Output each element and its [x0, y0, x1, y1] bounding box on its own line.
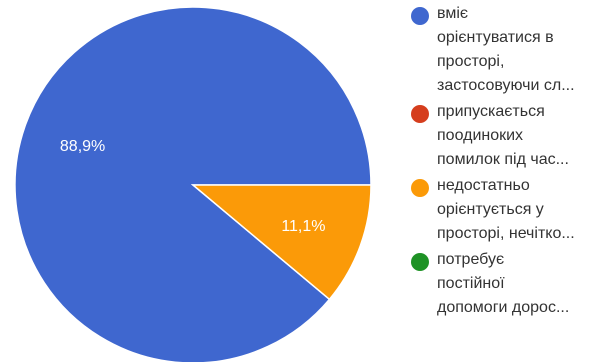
legend-marker-3 — [411, 253, 429, 271]
chart-legend: вміє орієнтуватися в просторі, застосовуючи… — [408, 2, 613, 322]
legend-label-line: просторі, — [437, 53, 505, 70]
legend-item-0[interactable]: вміє орієнтуватися в просторі, застосовуючи… — [408, 2, 613, 98]
slice-value-label-0: 88,9% — [60, 138, 105, 155]
legend-label-line: помилок під час... — [437, 151, 569, 168]
legend-item-3[interactable]: потребує постійної допомоги дорос... — [408, 248, 613, 320]
pie-chart-svg: 88,9% 11,1% — [14, 6, 372, 362]
legend-item-1[interactable]: припускається поодиноких помилок під час..… — [408, 100, 613, 172]
legend-label-line: припускається — [437, 103, 545, 120]
legend-label-line: поодиноких — [437, 127, 524, 144]
legend-label-line: орієнтуватися в — [437, 29, 554, 46]
legend-label-line: потребує — [437, 251, 505, 268]
legend-marker-1 — [411, 105, 429, 123]
pie-slice-2[interactable] — [190, 184, 372, 301]
legend-label-line: допомоги дорос... — [437, 299, 570, 316]
legend-marker-2 — [411, 179, 429, 197]
legend-label-line: просторі, нечітко... — [437, 225, 575, 242]
legend-marker-0 — [411, 7, 429, 25]
legend-item-2[interactable]: недостатньо орієнтується у просторі, нечіт… — [408, 174, 613, 246]
legend-label-line: орієнтується у — [437, 201, 544, 218]
legend-label-line: вміє — [437, 5, 469, 22]
slice-value-label-2: 11,1% — [281, 218, 325, 235]
legend-label-line: недостатньо — [437, 177, 530, 194]
legend-label-line: застосовуючи сл... — [437, 77, 575, 94]
legend-label-line: постійної — [437, 275, 505, 292]
